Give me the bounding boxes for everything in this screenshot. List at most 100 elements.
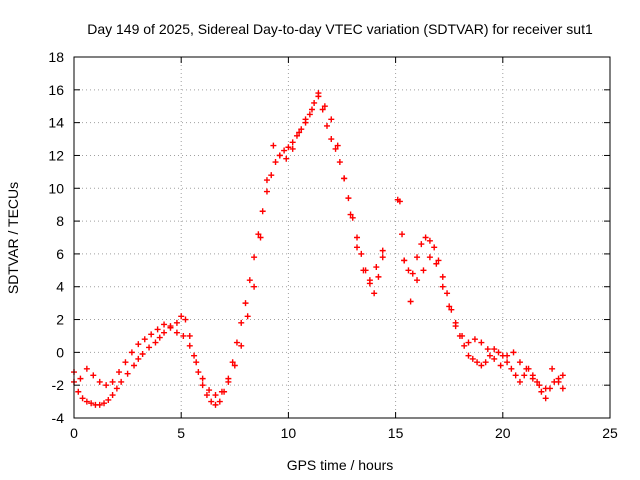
data-point [523,365,530,372]
data-point [542,385,549,392]
data-point [83,398,90,405]
data-point [103,382,110,389]
data-point [186,342,193,349]
data-point [128,349,135,356]
data-point [347,211,354,218]
data-point [354,234,361,241]
data-point [96,378,103,385]
data-point [486,352,493,359]
y-tick-label: 12 [48,147,64,163]
data-point [426,237,433,244]
data-point [257,234,264,241]
data-point [246,277,253,284]
data-point [371,290,378,297]
data-point [332,145,339,152]
data-point [199,375,206,382]
data-point [407,298,414,305]
data-point [156,334,163,341]
data-point [534,378,541,385]
x-tick-label: 15 [388,425,404,441]
data-point [193,359,200,366]
data-point [251,254,258,261]
data-point [281,147,288,154]
data-point [439,283,446,290]
data-point [83,365,90,372]
data-point [360,267,367,274]
data-point [323,122,330,129]
data-point [90,372,97,379]
data-point [401,257,408,264]
data-point [510,349,517,356]
data-point [208,398,215,405]
data-point [131,362,138,369]
data-point [336,159,343,166]
y-tick-label: 2 [56,312,64,328]
data-point [478,339,485,346]
data-point [414,277,421,284]
data-point [242,300,249,307]
data-point [465,352,472,359]
data-point [516,359,523,366]
data-point [105,396,112,403]
data-point [373,264,380,271]
data-point [474,359,481,366]
data-point [77,375,84,382]
data-point [212,392,219,399]
data-point [345,195,352,202]
data-point [139,351,146,358]
y-tick-label: -2 [52,377,65,393]
data-point [191,352,198,359]
data-point [433,260,440,267]
data-point [116,369,123,376]
data-point [328,136,335,143]
data-point [341,175,348,182]
data-point [263,188,270,195]
y-tick-label: 10 [48,180,64,196]
x-tick-label: 10 [281,425,297,441]
data-point [491,355,498,362]
data-point [238,342,245,349]
data-point [484,346,491,353]
data-point [504,359,511,366]
data-point [512,372,519,379]
x-tick-label: 5 [177,425,185,441]
data-point [268,172,275,179]
data-point [306,111,313,118]
data-point [146,344,153,351]
data-point [255,231,262,238]
data-point [238,319,245,326]
data-point [231,362,238,369]
data-point [491,346,498,353]
data-point [366,277,373,284]
data-point [319,106,326,113]
data-point [328,116,335,123]
data-point [161,321,168,328]
data-point [302,116,309,123]
data-point [379,254,386,261]
data-point [148,331,155,338]
data-point [405,267,412,274]
data-point [420,267,427,274]
data-point [122,359,129,366]
data-point [448,306,455,313]
data-point [461,342,468,349]
data-point [471,336,478,343]
data-point [536,382,543,389]
data-point [263,177,270,184]
data-point [555,378,562,385]
data-point [173,319,180,326]
data-point [152,339,159,346]
y-tick-label: 14 [48,115,64,131]
data-point [178,313,185,320]
data-point [199,382,206,389]
data-point [542,395,549,402]
data-point [259,208,266,215]
data-point [154,326,161,333]
data-point [276,152,283,159]
data-point [233,339,240,346]
data-point [109,392,116,399]
y-axis-ticks: -4 -2 0 2 4 6 8 10 12 14 16 18 [48,49,610,426]
x-axis-label: GPS time / hours [287,457,394,473]
data-point [375,273,382,280]
